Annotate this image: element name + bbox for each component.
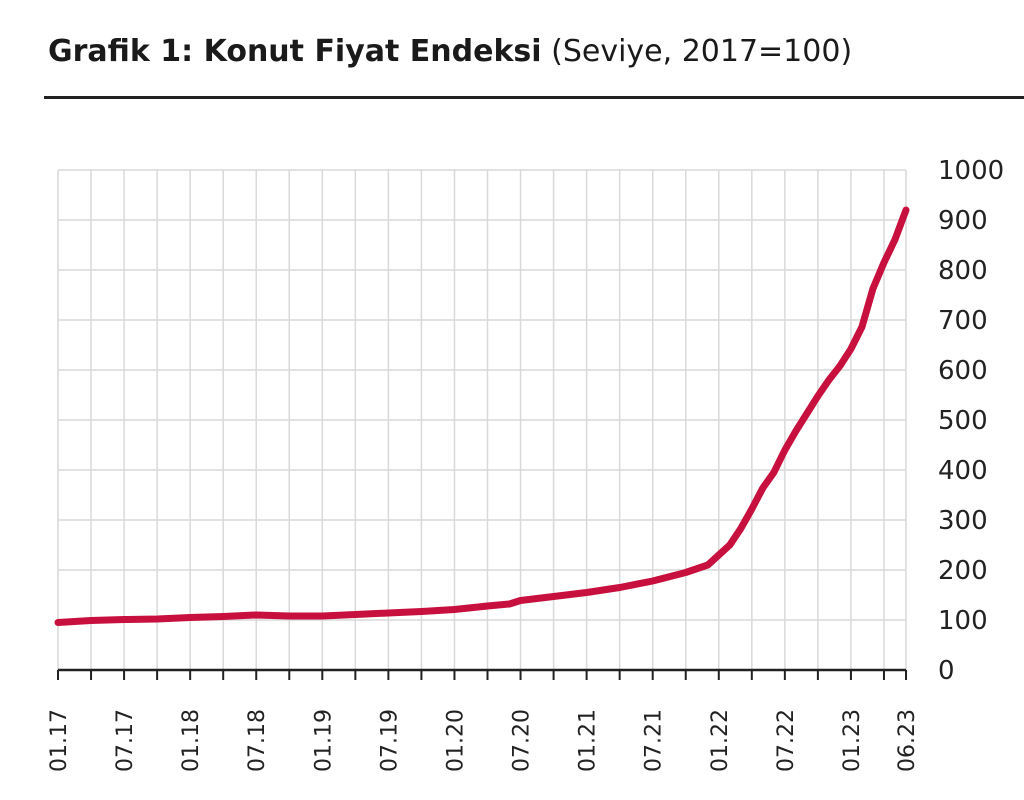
x-tick-label: 01.18 bbox=[179, 709, 204, 772]
x-tick-label: 07.20 bbox=[510, 709, 535, 772]
x-tick-label: 07.22 bbox=[774, 709, 799, 772]
x-tick-label: 01.21 bbox=[576, 709, 601, 772]
x-tick-label: 07.18 bbox=[245, 709, 270, 772]
y-tick-label: 700 bbox=[938, 306, 988, 336]
x-tick-label: 01.22 bbox=[708, 709, 733, 772]
y-axis-ticks: 0 100 200 300 400 500 600 700 800 900 1000 bbox=[938, 156, 1004, 686]
x-tick-label: 01.23 bbox=[840, 709, 865, 772]
series-line bbox=[54, 206, 910, 626]
chart-title-main: Grafik 1: Konut Fiyat Endeksi bbox=[48, 34, 542, 69]
x-tick-label: 01.19 bbox=[311, 709, 336, 772]
chart-title-subtitle: (Seviye, 2017=100) bbox=[551, 34, 853, 69]
title-divider bbox=[44, 96, 1024, 99]
y-tick-label: 200 bbox=[938, 556, 988, 586]
y-tick-label: 500 bbox=[938, 406, 988, 436]
x-tick-label: 01.20 bbox=[443, 709, 468, 772]
x-axis-ticks: 01.17 07.17 01.18 07.18 01.19 07.19 01.20 07.20… bbox=[47, 670, 920, 772]
y-tick-label: 0 bbox=[938, 656, 955, 686]
chart-grid bbox=[57, 169, 907, 672]
x-tick-label: 01.17 bbox=[47, 709, 72, 772]
chart-title: Grafik 1: Konut Fiyat Endeksi (Seviye, 2… bbox=[48, 34, 852, 69]
y-tick-label: 900 bbox=[938, 206, 988, 236]
chart-series bbox=[54, 206, 910, 626]
y-tick-label: 400 bbox=[938, 456, 988, 486]
y-tick-label: 1000 bbox=[938, 156, 1004, 186]
y-tick-label: 800 bbox=[938, 256, 988, 286]
x-tick-label: 07.21 bbox=[642, 709, 667, 772]
y-tick-label: 300 bbox=[938, 506, 988, 536]
x-tick-label: 06.23 bbox=[895, 709, 920, 772]
y-tick-label: 600 bbox=[938, 356, 988, 386]
y-tick-label: 100 bbox=[938, 606, 988, 636]
x-tick-label: 07.19 bbox=[377, 709, 402, 772]
x-tick-label: 07.17 bbox=[113, 709, 138, 772]
